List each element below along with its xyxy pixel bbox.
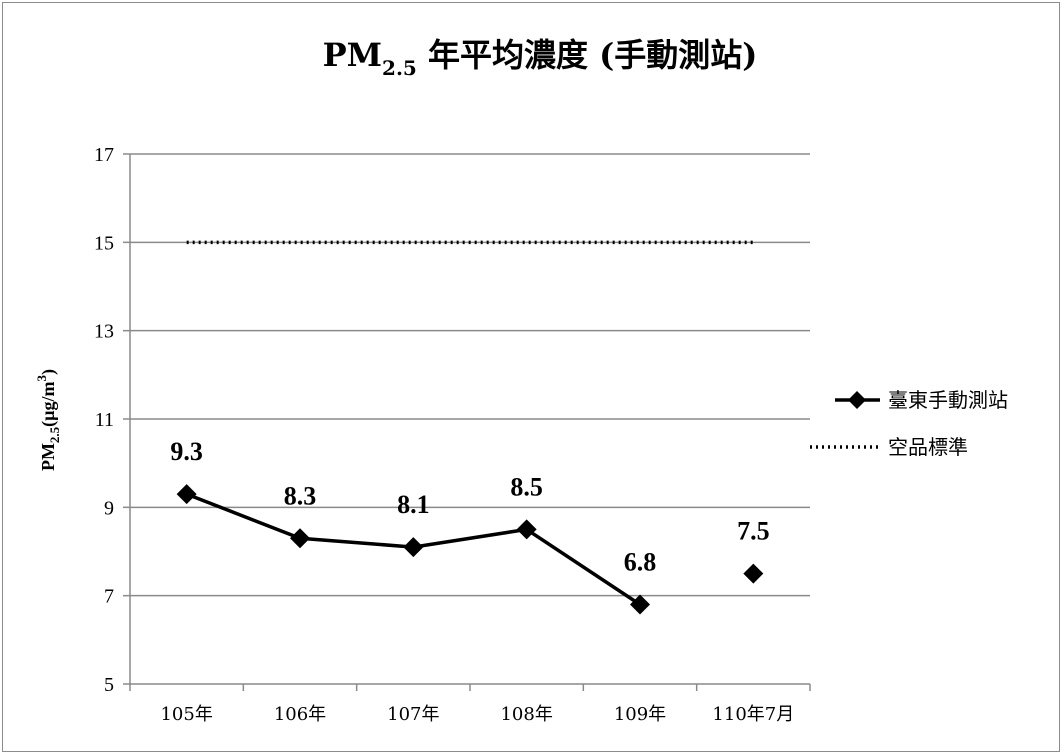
chart-title-main: PM (323, 36, 382, 74)
data-label: 7.5 (737, 517, 770, 546)
data-point (630, 594, 650, 615)
y-tick-label: 7 (104, 586, 114, 608)
y-axis-label-mid: (µg/m (38, 381, 59, 426)
gridlines (130, 153, 810, 597)
chart-title-rest: 年平均濃度 (手動測站) (417, 36, 758, 74)
y-axis-label-main: PM (38, 443, 58, 471)
y-tick-label: 15 (94, 232, 114, 254)
legend-label-station: 臺東手動測站 (888, 388, 1008, 412)
y-tick-label: 13 (94, 321, 114, 343)
data-label: 6.8 (624, 548, 657, 577)
data-point (176, 484, 197, 505)
chart-title: PM2.5 年平均濃度 (手動測站) (323, 36, 758, 80)
x-tick-labels: 105年 106年 107年 108年 109年 110年7月 (160, 704, 794, 725)
y-tick-label: 11 (95, 409, 114, 431)
x-tick-label: 107年 (387, 704, 439, 725)
y-tick-label: 5 (104, 674, 114, 696)
y-axis-label-sup: 3 (34, 374, 49, 381)
y-axis-label: PM2.5(µg/m3) (34, 369, 62, 471)
chart-title-sub: 2.5 (382, 56, 417, 80)
x-tick-label: 110年7月 (712, 704, 794, 725)
y-axis-label-sub: 2.5 (47, 426, 62, 443)
data-label: 8.5 (510, 472, 543, 501)
data-label: 9.3 (170, 437, 203, 466)
data-point (403, 537, 424, 558)
data-point (516, 519, 537, 540)
legend-marker-station (848, 391, 866, 409)
axes (123, 153, 811, 691)
legend-label-standard: 空品標準 (888, 435, 968, 459)
series-layer: 9.3 8.3 8.1 8.5 6.8 7.5 (170, 240, 770, 615)
x-tick-label: 109年 (614, 704, 666, 725)
data-point (290, 528, 310, 549)
x-tick-label: 106年 (274, 704, 326, 725)
data-point (743, 563, 764, 584)
data-label: 8.3 (284, 481, 317, 510)
y-tick-label: 9 (104, 497, 114, 519)
y-tick-label: 17 (94, 144, 114, 166)
y-axis-label-end: ) (38, 369, 59, 375)
data-label: 8.1 (397, 490, 430, 519)
x-tick-label: 105年 (160, 704, 212, 725)
y-tick-labels: 5 7 9 11 13 15 17 (94, 144, 114, 696)
x-tick-label: 108年 (500, 704, 552, 725)
